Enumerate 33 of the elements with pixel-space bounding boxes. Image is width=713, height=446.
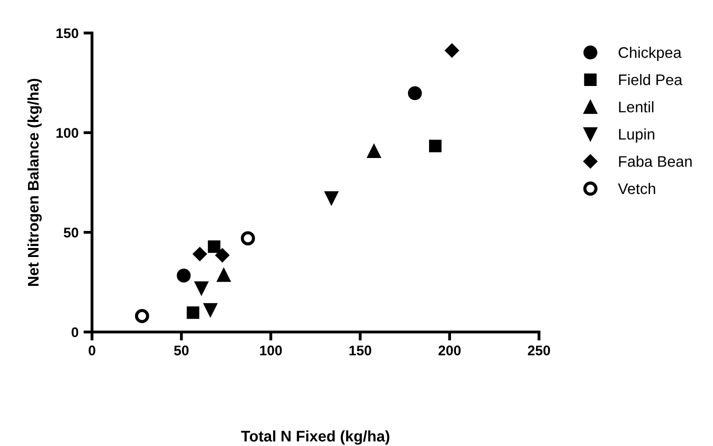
point [134, 308, 150, 324]
legend-label: Field Pea [619, 74, 682, 86]
point [444, 43, 460, 58]
x-tick-label: 0 [88, 346, 96, 356]
y-tick-label: 0 [72, 327, 78, 338]
x-tick-label: 200 [438, 346, 461, 356]
x-tick-label: 250 [528, 346, 550, 356]
point [216, 268, 231, 282]
y-tick-label: 150 [56, 28, 78, 38]
legend-label: Vetch [618, 182, 656, 194]
point [408, 86, 422, 100]
y-tick-label: 100 [56, 128, 78, 138]
y-tick-label: 50 [64, 228, 78, 238]
point [203, 303, 218, 318]
point [429, 140, 442, 152]
y-axis-title: Net Nitrogen Balance (kg/ha) [27, 78, 42, 286]
point [208, 240, 220, 253]
legend-label: Faba Bean [619, 156, 692, 167]
point [192, 246, 207, 262]
point [186, 306, 200, 319]
point [367, 144, 381, 158]
point [176, 268, 191, 283]
point [324, 191, 338, 206]
x-tick-label: 100 [260, 346, 282, 356]
x-axis-title: Total N Fixed (kg/ha) [241, 430, 390, 445]
legend-label: Lupin [619, 128, 654, 143]
point [215, 248, 230, 262]
point [240, 231, 255, 246]
x-tick-label: 150 [349, 346, 372, 356]
legend-label: Chickpea [618, 46, 682, 61]
point [194, 281, 208, 296]
x-tick-label: 50 [174, 346, 189, 356]
legend-label: Lentil [619, 101, 654, 112]
